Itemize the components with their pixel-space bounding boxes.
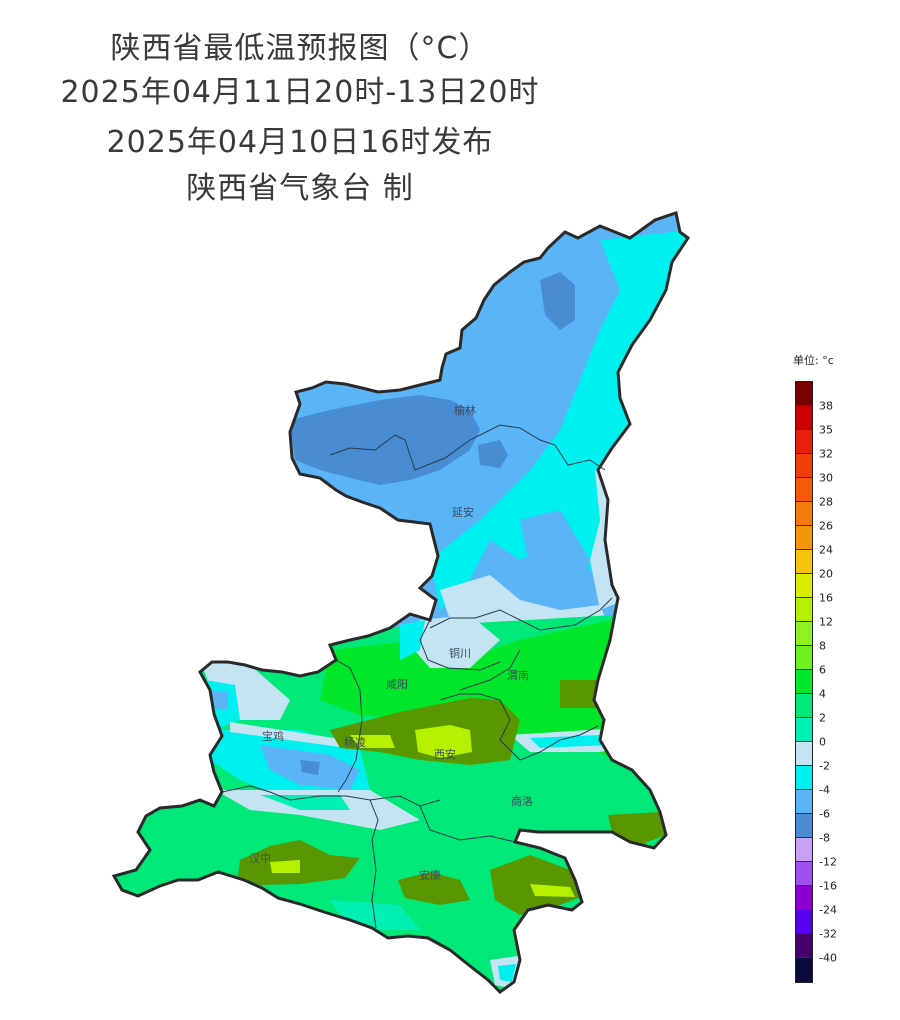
- colorbar-swatch: [796, 934, 812, 958]
- colorbar-tick-label: -4: [819, 783, 830, 797]
- colorbar-swatch: [796, 790, 812, 814]
- colorbar-swatch: [796, 646, 812, 670]
- colorbar-swatch: [796, 430, 812, 454]
- colorbar-swatch: [796, 574, 812, 598]
- colorbar-swatch: [796, 406, 812, 430]
- colorbar-swatch: [796, 598, 812, 622]
- colorbar-swatch: [796, 862, 812, 886]
- city-label-hanzhong: 汉中: [249, 852, 271, 865]
- colorbar-swatch: [796, 670, 812, 694]
- city-label-yangling: 杨凌: [344, 735, 366, 749]
- colorbar-swatch: [796, 838, 812, 862]
- colorbar-swatch: [796, 454, 812, 478]
- city-label-shangluo: 商洛: [511, 794, 533, 808]
- city-label-weinan: 渭南: [507, 669, 529, 682]
- colorbar-tick-label: 32: [819, 447, 833, 461]
- colorbar-swatch: [796, 622, 812, 646]
- issue-time: 2025年04月10日16时发布: [106, 125, 494, 160]
- colorbar-swatch: [796, 910, 812, 934]
- map-title: 陕西省最低温预报图（°C）: [110, 31, 490, 66]
- city-label-yulin: 榆林: [454, 403, 476, 417]
- city-label-baoji: 宝鸡: [262, 729, 284, 743]
- colorbar-swatch: [796, 382, 812, 406]
- city-labels: 榆林 延安 铜川 咸阳 渭南 宝鸡 杨凌 西安 商洛 汉中 安康: [249, 403, 533, 882]
- colorbar-tick-label: 30: [819, 471, 833, 485]
- colorbar-tick-label: 35: [819, 423, 833, 437]
- colorbar-swatch: [796, 526, 812, 550]
- colorbar-tick-label: 38: [819, 399, 833, 413]
- producer: 陕西省气象台 制: [186, 171, 414, 206]
- city-label-tongchuan: 铜川: [449, 646, 471, 660]
- colorbar-tick-label: -2: [819, 759, 830, 773]
- colorbar-tick-label: -16: [819, 879, 837, 893]
- colorbar-tick-label: -32: [819, 927, 837, 941]
- colorbar-tick-label: 2: [819, 711, 826, 725]
- colorbar-tick-label: -40: [819, 951, 837, 965]
- colorbar-tick-label: 12: [819, 615, 833, 629]
- forecast-period: 2025年04月11日20时-13日20时: [60, 75, 540, 110]
- colorbar-swatch: [796, 550, 812, 574]
- colorbar-tick-label: 0: [819, 735, 826, 749]
- colorbar-swatch: [796, 718, 812, 742]
- colorbar-tick-label: 8: [819, 639, 826, 653]
- colorbar-tick-label: -8: [819, 831, 830, 845]
- prefecture-boundaries: [221, 424, 613, 929]
- colorbar-tick-label: 28: [819, 495, 833, 509]
- city-label-yanan: 延安: [452, 505, 474, 519]
- colorbar-tick-label: 24: [819, 543, 833, 557]
- colorbar-swatch: [796, 478, 812, 502]
- colorbar-tick-label: -6: [819, 807, 830, 821]
- colorbar-tick-label: 16: [819, 591, 833, 605]
- colorbar-swatch: [796, 694, 812, 718]
- colorbar-swatch: [796, 958, 812, 982]
- city-label-xianyang: 咸阳: [386, 678, 408, 691]
- colorbar-tick-label: 20: [819, 567, 833, 581]
- colorbar-swatch: [796, 742, 812, 766]
- colorbar-swatch: [796, 814, 812, 838]
- colorbar-tick-label: 4: [819, 687, 826, 701]
- colorbar-tick-label: 6: [819, 663, 826, 677]
- city-label-xian: 西安: [434, 747, 456, 761]
- colorbar: [795, 381, 813, 983]
- colorbar-tick-label: 26: [819, 519, 833, 533]
- colorbar-swatch: [796, 766, 812, 790]
- city-label-ankang: 安康: [419, 868, 441, 882]
- colorbar-swatch: [796, 886, 812, 910]
- colorbar-swatch: [796, 502, 812, 526]
- legend-unit-label: 单位: °c: [793, 354, 834, 367]
- colorbar-tick-label: -12: [819, 855, 837, 869]
- colorbar-tick-label: -24: [819, 903, 837, 917]
